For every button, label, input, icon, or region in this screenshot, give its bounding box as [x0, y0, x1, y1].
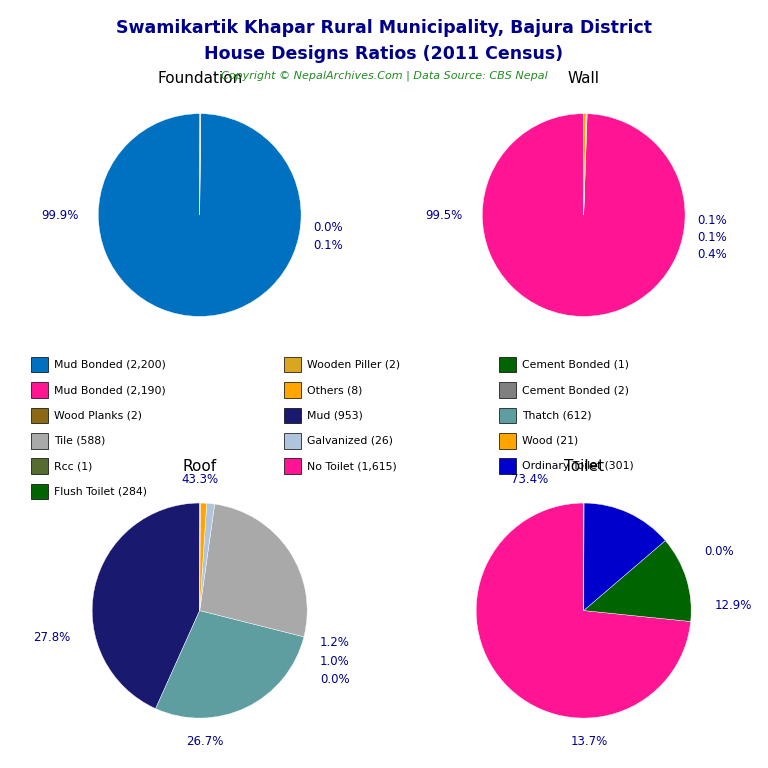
Text: Wood Planks (2): Wood Planks (2) [54, 410, 142, 421]
Title: Roof: Roof [183, 458, 217, 474]
Wedge shape [584, 114, 587, 215]
Wedge shape [482, 114, 685, 316]
Text: Ordinary Toilet (301): Ordinary Toilet (301) [522, 461, 634, 472]
Text: Wooden Piller (2): Wooden Piller (2) [307, 359, 400, 370]
Wedge shape [98, 114, 301, 316]
Text: 99.5%: 99.5% [425, 209, 462, 221]
Text: 43.3%: 43.3% [181, 473, 218, 486]
Wedge shape [92, 503, 200, 709]
Text: Cement Bonded (2): Cement Bonded (2) [522, 385, 629, 396]
Wedge shape [476, 503, 690, 718]
Text: Rcc (1): Rcc (1) [54, 461, 92, 472]
Text: 73.4%: 73.4% [511, 473, 548, 486]
Text: 99.9%: 99.9% [41, 209, 78, 221]
Text: Thatch (612): Thatch (612) [522, 410, 592, 421]
Text: House Designs Ratios (2011 Census): House Designs Ratios (2011 Census) [204, 45, 564, 62]
Text: 26.7%: 26.7% [187, 735, 223, 748]
Title: Foundation: Foundation [157, 71, 243, 86]
Title: Wall: Wall [568, 71, 600, 86]
Text: 12.9%: 12.9% [715, 599, 752, 611]
Text: 0.4%: 0.4% [697, 248, 727, 261]
Wedge shape [200, 503, 207, 611]
Text: Wood (21): Wood (21) [522, 435, 578, 446]
Text: 0.0%: 0.0% [313, 220, 343, 233]
Text: 27.8%: 27.8% [33, 631, 70, 644]
Text: 0.0%: 0.0% [704, 545, 733, 558]
Text: Mud Bonded (2,190): Mud Bonded (2,190) [54, 385, 166, 396]
Text: 0.0%: 0.0% [320, 673, 349, 686]
Wedge shape [584, 114, 586, 215]
Text: Flush Toilet (284): Flush Toilet (284) [54, 486, 147, 497]
Text: 1.0%: 1.0% [320, 654, 350, 667]
Wedge shape [200, 504, 307, 637]
Text: 0.1%: 0.1% [313, 239, 343, 252]
Text: Cement Bonded (1): Cement Bonded (1) [522, 359, 629, 370]
Text: Others (8): Others (8) [307, 385, 362, 396]
Text: 1.2%: 1.2% [320, 637, 350, 649]
Text: Mud Bonded (2,200): Mud Bonded (2,200) [54, 359, 166, 370]
Text: 13.7%: 13.7% [571, 735, 607, 748]
Text: Tile (588): Tile (588) [54, 435, 105, 446]
Text: Copyright © NepalArchives.Com | Data Source: CBS Nepal: Copyright © NepalArchives.Com | Data Sou… [220, 71, 548, 81]
Text: 0.1%: 0.1% [697, 214, 727, 227]
Wedge shape [156, 611, 304, 718]
Wedge shape [584, 503, 665, 611]
Text: Swamikartik Khapar Rural Municipality, Bajura District: Swamikartik Khapar Rural Municipality, B… [116, 19, 652, 37]
Wedge shape [200, 503, 215, 611]
Text: No Toilet (1,615): No Toilet (1,615) [307, 461, 397, 472]
Text: Galvanized (26): Galvanized (26) [307, 435, 393, 446]
Text: Mud (953): Mud (953) [307, 410, 363, 421]
Wedge shape [584, 114, 588, 215]
Title: Toilet: Toilet [564, 458, 604, 474]
Wedge shape [584, 541, 691, 621]
Text: 0.1%: 0.1% [697, 231, 727, 244]
Wedge shape [200, 114, 201, 215]
